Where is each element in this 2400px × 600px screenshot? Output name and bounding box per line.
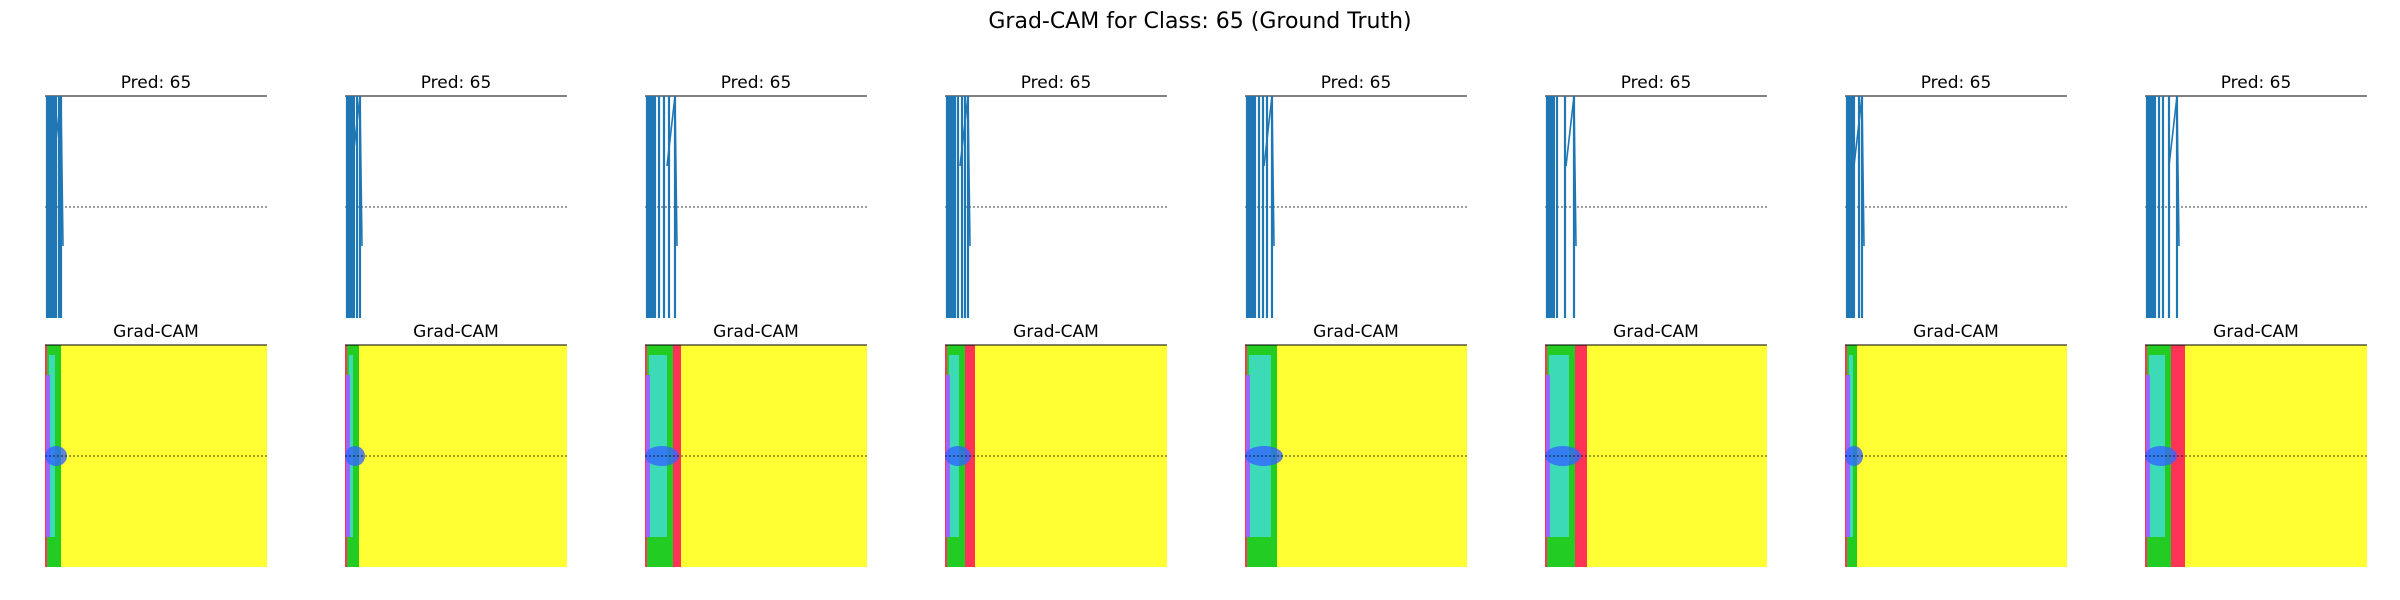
signal-trace <box>1853 95 1865 247</box>
heatmap-panel-1: Grad-CAM <box>45 322 267 567</box>
signal-panel-title: Pred: 65 <box>721 73 792 93</box>
heatmap-cyan-band <box>1249 355 1271 537</box>
figure-title: Grad-CAM for Class: 65 (Ground Truth) <box>988 9 1411 34</box>
heatmap-panel-title: Grad-CAM <box>413 322 499 342</box>
heatmap-cyan-band <box>1849 355 1853 537</box>
panel-grid: Pred: 65 Pred: 65 Pred: 65 Pred: 65 Pred: 65… <box>45 73 2367 567</box>
signal-trace <box>1565 95 1577 247</box>
heatmap-panel-title: Grad-CAM <box>713 322 799 342</box>
signal-trace <box>52 95 64 247</box>
heatmap-panel-6: Grad-CAM <box>1545 322 1767 567</box>
heatmap-panel-title: Grad-CAM <box>113 322 199 342</box>
signal-trace <box>1263 95 1275 247</box>
heatmap-panel-4: Grad-CAM <box>945 322 1167 567</box>
signal-panel-title: Pred: 65 <box>121 73 192 93</box>
signal-trace <box>351 95 363 247</box>
signal-band <box>946 96 955 318</box>
heatmap-cyan-band <box>949 355 959 537</box>
signal-panel-title: Pred: 65 <box>1021 73 1092 93</box>
signal-panel-7: Pred: 65 <box>1845 73 2067 318</box>
signal-panel-6: Pred: 65 <box>1545 73 1767 318</box>
signal-panel-5: Pred: 65 <box>1245 73 1467 318</box>
heatmap-blob <box>1245 446 1283 466</box>
signal-panel-2: Pred: 65 <box>345 73 567 318</box>
heatmap-panel-title: Grad-CAM <box>1013 322 1099 342</box>
heatmap-blob <box>45 446 67 466</box>
heatmap-cyan-band <box>49 355 55 537</box>
signal-trace <box>2168 95 2180 247</box>
heatmap-panel-3: Grad-CAM <box>645 322 867 567</box>
signal-trace <box>666 95 678 247</box>
heatmap-cyan-band <box>649 355 667 537</box>
heatmap-panel-2: Grad-CAM <box>345 322 567 567</box>
heatmap-cyan-band <box>1549 355 1569 537</box>
signal-panel-3: Pred: 65 <box>645 73 867 318</box>
heatmap-cyan-band <box>349 355 353 537</box>
heatmap-panel-5: Grad-CAM <box>1245 322 1467 567</box>
heatmap-panel-title: Grad-CAM <box>1913 322 1999 342</box>
signal-panel-1: Pred: 65 <box>45 73 267 318</box>
signal-trace <box>959 95 971 247</box>
signal-panel-8: Pred: 65 <box>2145 73 2367 318</box>
heatmap-panel-title: Grad-CAM <box>1613 322 1699 342</box>
heatmap-panel-title: Grad-CAM <box>2213 322 2299 342</box>
heatmap-panel-title: Grad-CAM <box>1313 322 1399 342</box>
signal-panel-title: Pred: 65 <box>1621 73 1692 93</box>
heatmap-panel-7: Grad-CAM <box>1845 322 2067 567</box>
signal-panel-title: Pred: 65 <box>421 73 492 93</box>
signal-panel-4: Pred: 65 <box>945 73 1167 318</box>
signal-panel-title: Pred: 65 <box>1321 73 1392 93</box>
heatmap-cyan-band <box>2149 355 2165 537</box>
signal-panel-title: Pred: 65 <box>2221 73 2292 93</box>
signal-panel-title: Pred: 65 <box>1921 73 1992 93</box>
heatmap-panel-8: Grad-CAM <box>2145 322 2367 567</box>
